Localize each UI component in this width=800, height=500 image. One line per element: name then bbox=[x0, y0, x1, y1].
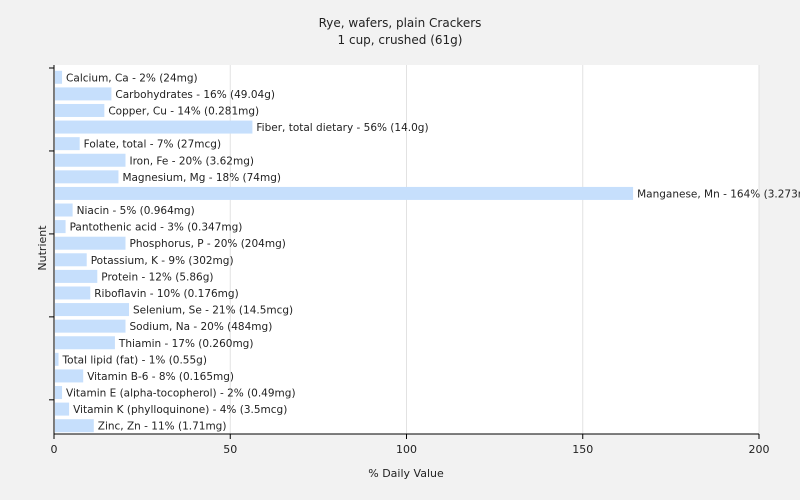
x-axis-ticks: 0 50 100 150 200 bbox=[51, 434, 770, 456]
bar-label: Potassium, K - 9% (302mg) bbox=[91, 255, 234, 267]
bar bbox=[55, 137, 80, 151]
x-tick-label: 0 bbox=[51, 443, 58, 456]
bar-label: Selenium, Se - 21% (14.5mcg) bbox=[133, 305, 293, 317]
bar bbox=[55, 220, 66, 234]
bar-label: Magnesium, Mg - 18% (74mg) bbox=[122, 172, 281, 184]
bar-label: Pantothenic acid - 3% (0.347mg) bbox=[70, 222, 243, 234]
bar-label: Total lipid (fat) - 1% (0.55g) bbox=[62, 354, 207, 366]
bar-label: Vitamin E (alpha-tocopherol) - 2% (0.49m… bbox=[66, 388, 295, 400]
bar-label: Carbohydrates - 16% (49.04g) bbox=[115, 89, 275, 101]
bar-label: Sodium, Na - 20% (484mg) bbox=[130, 321, 273, 333]
y-axis-label: Nutrient bbox=[36, 225, 49, 271]
x-tick-label: 150 bbox=[572, 443, 593, 456]
bar-label: Manganese, Mn - 164% (3.273mg) bbox=[637, 188, 800, 200]
bar bbox=[55, 402, 70, 416]
bar bbox=[55, 70, 63, 84]
bar-label: Vitamin B-6 - 8% (0.165mg) bbox=[87, 371, 234, 383]
bar bbox=[55, 419, 94, 433]
bar bbox=[55, 236, 126, 250]
bar bbox=[55, 203, 73, 217]
x-tick-label: 200 bbox=[749, 443, 770, 456]
bar bbox=[55, 336, 115, 350]
chart-title: Rye, wafers, plain Crackers bbox=[319, 16, 482, 30]
bar bbox=[55, 319, 126, 333]
bar-label: Zinc, Zn - 11% (1.71mg) bbox=[98, 421, 227, 433]
bar bbox=[55, 303, 130, 317]
x-tick-label: 100 bbox=[396, 443, 417, 456]
bar bbox=[55, 369, 84, 383]
bar bbox=[55, 120, 253, 134]
bar bbox=[55, 170, 119, 184]
bar-label: Riboflavin - 10% (0.176mg) bbox=[94, 288, 238, 300]
bar bbox=[55, 286, 91, 300]
bar bbox=[55, 253, 87, 267]
bar-label: Protein - 12% (5.86g) bbox=[101, 271, 213, 283]
bar bbox=[55, 103, 105, 117]
chart-subtitle: 1 cup, crushed (61g) bbox=[338, 33, 463, 47]
bar bbox=[55, 87, 112, 101]
x-axis-label: % Daily Value bbox=[368, 467, 444, 480]
bar bbox=[55, 269, 98, 283]
bar-label: Copper, Cu - 14% (0.281mg) bbox=[108, 105, 259, 117]
bar-label: Folate, total - 7% (27mcg) bbox=[84, 139, 221, 151]
bar-label: Iron, Fe - 20% (3.62mg) bbox=[130, 155, 254, 167]
bar-label: Niacin - 5% (0.964mg) bbox=[77, 205, 195, 217]
bar-label: Thiamin - 17% (0.260mg) bbox=[118, 338, 254, 350]
x-tick-label: 50 bbox=[223, 443, 237, 456]
bar-label: Phosphorus, P - 20% (204mg) bbox=[130, 238, 286, 250]
bar-label: Vitamin K (phylloquinone) - 4% (3.5mcg) bbox=[73, 404, 287, 416]
bar bbox=[55, 153, 126, 167]
bars: Calcium, Ca - 2% (24mg) Carbohydrates - 1… bbox=[55, 70, 800, 433]
bar bbox=[55, 386, 63, 400]
bar-label: Calcium, Ca - 2% (24mg) bbox=[66, 72, 198, 84]
bar bbox=[55, 186, 634, 200]
bar bbox=[55, 352, 59, 366]
bar-label: Fiber, total dietary - 56% (14.0g) bbox=[256, 122, 428, 134]
